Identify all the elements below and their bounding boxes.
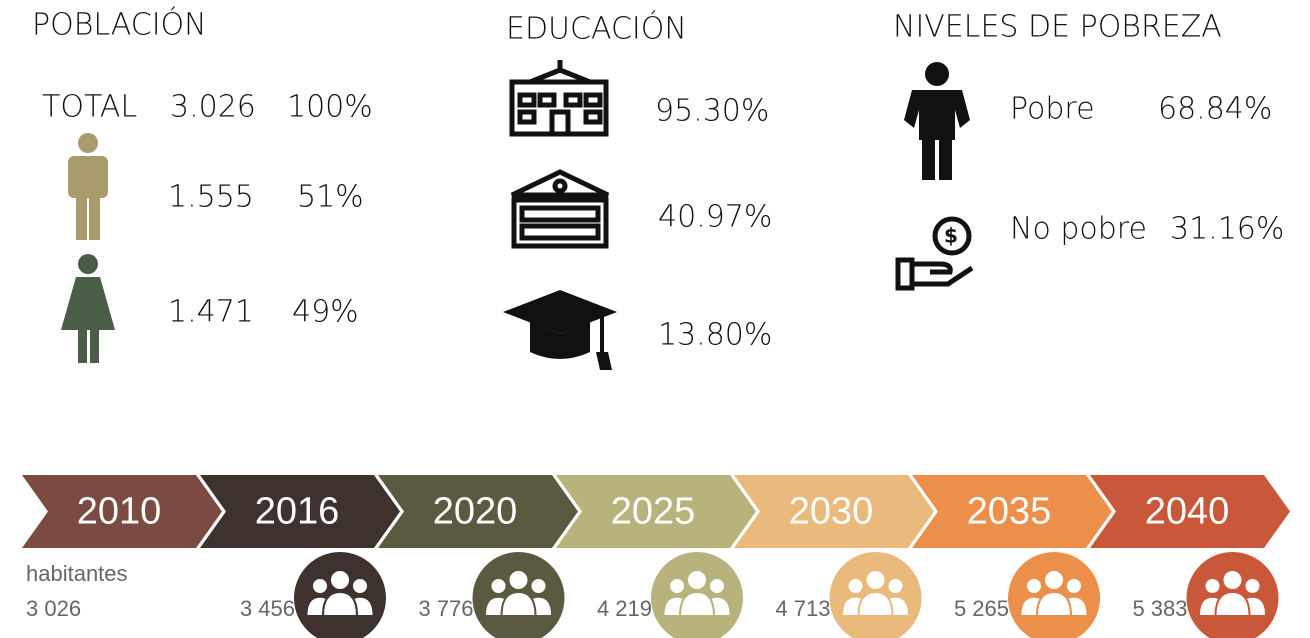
person-head xyxy=(864,569,887,591)
timeline: 2010 3 026 2016 3 456 2020 3 776 2025 4 219 2030… xyxy=(22,475,1290,638)
person-head xyxy=(708,577,726,595)
woman-icon xyxy=(61,254,115,363)
people-icon xyxy=(1019,569,1089,617)
person-head xyxy=(1203,577,1222,595)
people-icon xyxy=(483,569,554,617)
year-label: 2035 xyxy=(967,491,1052,533)
year-label: 2030 xyxy=(789,491,874,533)
people-icon xyxy=(1197,569,1268,617)
chevron xyxy=(22,475,222,548)
year-label: 2020 xyxy=(433,491,518,533)
education-value: 40.97% xyxy=(658,200,772,235)
person-head xyxy=(886,577,905,595)
population-value: 3 776 xyxy=(418,596,473,621)
total-value: 3.026 xyxy=(170,90,256,125)
person-body xyxy=(321,590,359,617)
graduation-icon xyxy=(503,290,617,370)
person-head xyxy=(507,569,530,591)
chevron xyxy=(912,475,1112,548)
chevron xyxy=(378,475,578,548)
person-head xyxy=(489,577,508,595)
person-head xyxy=(1221,569,1244,591)
person-head xyxy=(846,577,865,595)
person-head xyxy=(1043,569,1065,591)
poor-icon xyxy=(904,62,970,180)
person-head xyxy=(529,577,548,595)
population-value: 4 219 xyxy=(597,596,652,621)
section-title: NIVELES DE POBREZA xyxy=(893,10,1222,45)
poverty-label: No pobre xyxy=(1010,212,1147,247)
man-icon xyxy=(68,133,108,240)
poverty-value: 31.16% xyxy=(1170,212,1284,247)
person-body xyxy=(1035,590,1073,617)
school-icon xyxy=(509,60,609,137)
person-head xyxy=(686,569,708,591)
person-head xyxy=(329,569,351,591)
population-value: 5 383 xyxy=(1132,596,1187,621)
college-icon xyxy=(510,169,610,249)
year-label: 2010 xyxy=(77,491,162,533)
section-title: EDUCACIÓN xyxy=(506,10,687,47)
year-label: 2040 xyxy=(1145,491,1230,533)
person-head xyxy=(1243,577,1262,595)
people-icon xyxy=(662,569,732,617)
total-pct: 100% xyxy=(287,90,373,125)
people-icon xyxy=(840,569,911,617)
people-icon xyxy=(305,569,375,617)
poverty-label: Pobre xyxy=(1010,92,1095,127)
education-value: 95.30% xyxy=(655,94,769,129)
person-body xyxy=(857,590,894,617)
year-label: 2016 xyxy=(255,491,340,533)
timeline-label: habitantes xyxy=(26,561,128,586)
chevron xyxy=(734,475,934,548)
women-pct: 49% xyxy=(292,295,359,330)
women-value: 1.471 xyxy=(168,295,254,330)
person-body xyxy=(1214,590,1251,617)
svg-text:$: $ xyxy=(944,224,958,248)
total-label: TOTAL xyxy=(42,90,137,125)
chevron xyxy=(556,475,756,548)
men-pct: 51% xyxy=(297,180,364,215)
population-value: 3 456 xyxy=(240,596,295,621)
population-value: 4 713 xyxy=(775,596,830,621)
not-poor-icon: $ xyxy=(895,216,974,291)
chevron xyxy=(1090,475,1290,548)
person-head xyxy=(1025,577,1043,595)
chevron xyxy=(200,475,400,548)
person-head xyxy=(351,577,369,595)
population-value: 5 265 xyxy=(954,596,1009,621)
year-label: 2025 xyxy=(611,491,696,533)
section-title: POBLACIÓN xyxy=(32,6,207,43)
person-head xyxy=(1065,577,1083,595)
person-body xyxy=(500,590,537,617)
population-value: 3 026 xyxy=(26,596,81,621)
person-head xyxy=(311,577,329,595)
poverty-value: 68.84% xyxy=(1158,92,1272,127)
person-head xyxy=(668,577,686,595)
education-value: 13.80% xyxy=(658,318,772,353)
person-body xyxy=(678,590,716,617)
men-value: 1.555 xyxy=(168,180,254,215)
